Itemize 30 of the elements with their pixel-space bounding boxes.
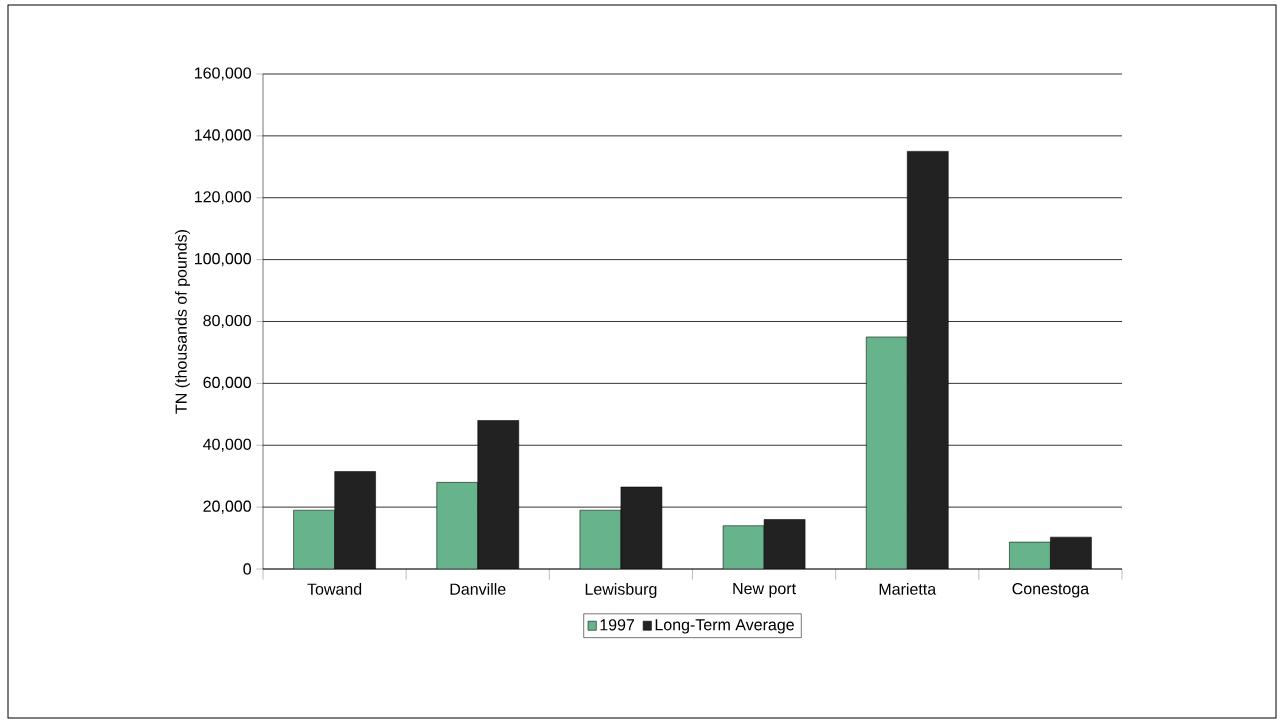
bar	[436, 482, 478, 569]
y-tick-label: 160,000	[195, 67, 251, 81]
x-tick-label: Marietta	[879, 583, 937, 595]
legend-label: Long-Term Average	[655, 619, 794, 634]
legend-label: 1997	[600, 619, 635, 631]
x-tick-label: Conestoga	[1012, 583, 1090, 598]
y-tick-label: 20,000	[203, 500, 251, 514]
y-tick-label: 60,000	[203, 376, 251, 390]
y-tick-label: 40,000	[203, 438, 251, 452]
y-axis-title: TN (thousands of pounds)	[175, 230, 190, 414]
x-tick-label: New port	[733, 583, 796, 598]
bar	[1009, 541, 1051, 569]
bar	[764, 519, 806, 569]
bar	[1050, 536, 1092, 569]
bar	[620, 487, 662, 569]
y-tick-label: 140,000	[195, 129, 251, 143]
x-tick-label: Danville	[450, 583, 506, 595]
y-tick-label: 100,000	[195, 253, 251, 267]
bar	[477, 420, 519, 569]
bar	[334, 471, 376, 569]
x-tick-label: Lewisburg	[585, 583, 657, 598]
bar	[907, 151, 949, 569]
bar	[723, 525, 765, 569]
bar	[866, 336, 908, 569]
bar	[579, 510, 621, 569]
y-tick-label: 80,000	[203, 314, 251, 329]
bar	[293, 510, 335, 569]
y-tick-label: 120,000	[195, 191, 251, 205]
y-tick-label: 0	[243, 563, 252, 575]
x-tick-label: Towand	[307, 583, 362, 595]
